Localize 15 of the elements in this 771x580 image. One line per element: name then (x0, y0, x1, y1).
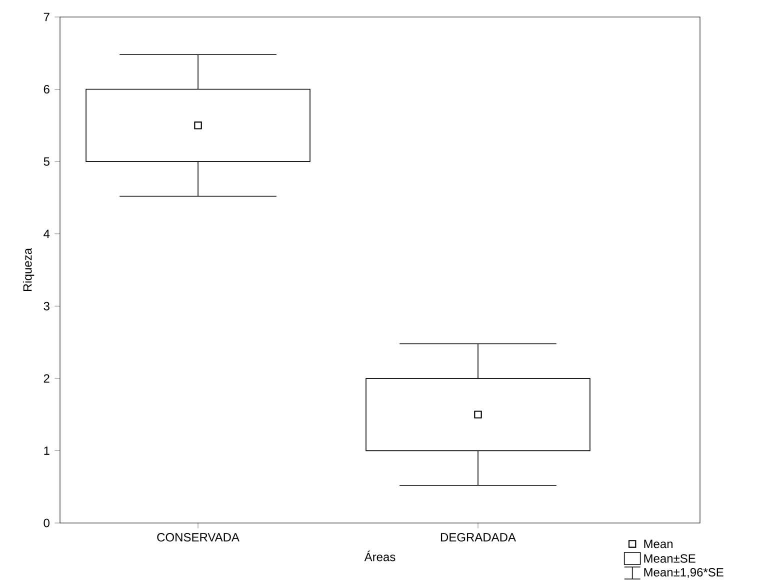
x-tick-label: CONSERVADA (157, 533, 240, 542)
y-tick-label: 1 (44, 446, 50, 455)
y-tick-label: 7 (44, 12, 50, 22)
y-axis-title: Riqueza (22, 248, 34, 292)
text: Mean±SE (644, 554, 696, 563)
y-tick-label: 2 (44, 374, 50, 383)
y-tick-label: 6 (44, 85, 50, 94)
y-tick-label: 0 (44, 518, 50, 528)
y-tick-label: 3 (44, 302, 50, 310)
y-tick-label: 5 (44, 157, 50, 166)
x-tick-label: DEGRADADA (440, 533, 516, 542)
x-axis-title: Áreas (364, 550, 396, 562)
y-tick-label: 4 (44, 230, 50, 238)
text: Mean (644, 540, 673, 548)
text: Mean±1,96*SE (644, 568, 724, 578)
